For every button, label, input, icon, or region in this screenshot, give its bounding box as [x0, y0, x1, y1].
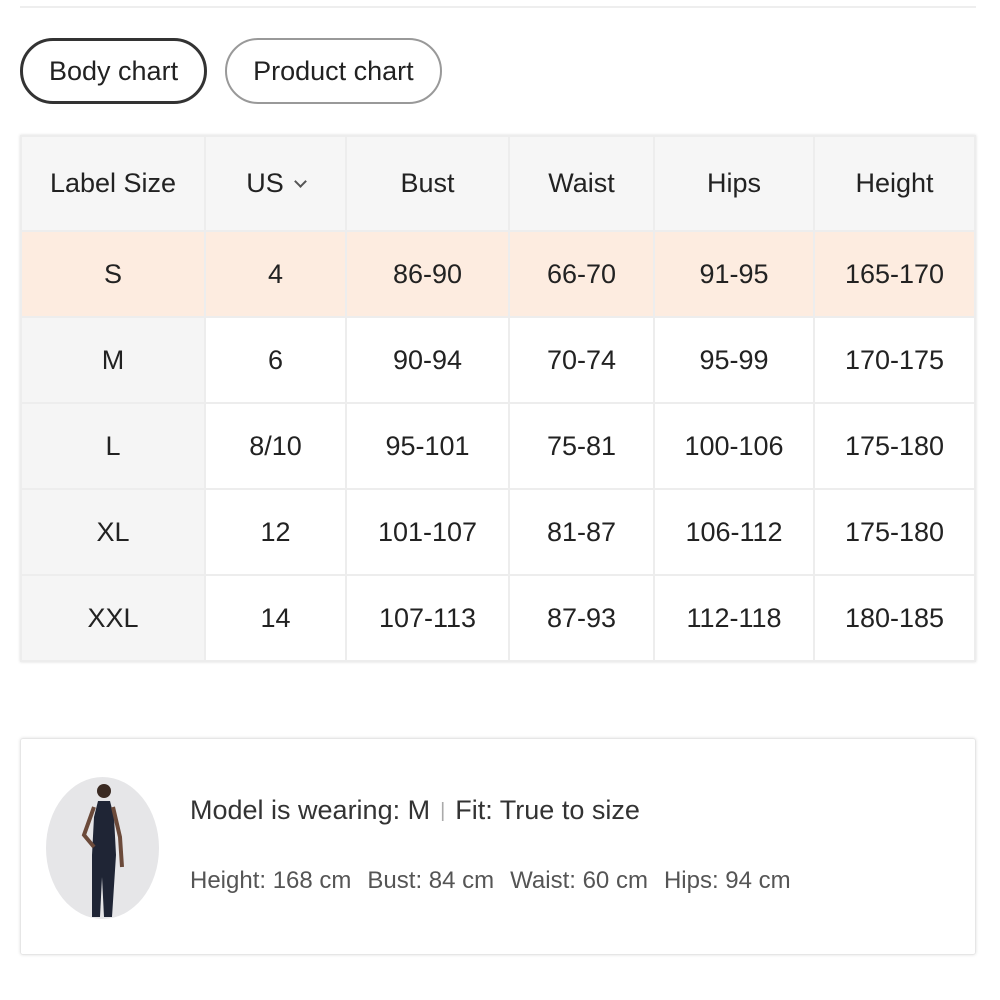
- table-cell: 91-95: [653, 230, 815, 318]
- table-cell: 86-90: [345, 230, 510, 318]
- table-row: S 4 86-90 66-70 91-95 165-170: [20, 230, 976, 318]
- table-row: XL 12 101-107 81-87 106-112 175-180: [20, 488, 976, 576]
- model-hips: Hips: 94 cm: [663, 867, 791, 894]
- chevron-down-icon: [293, 175, 307, 188]
- table-row: L 8/10 95-101 75-81 100-106 175-180: [20, 402, 976, 490]
- table-cell: S: [20, 230, 206, 318]
- model-bust: Bust: 84 cm: [367, 867, 495, 894]
- table-cell: 95-99: [653, 316, 815, 404]
- table-cell: 165-170: [813, 230, 976, 318]
- divider: [20, 6, 976, 8]
- table-cell: 101-107: [345, 488, 510, 576]
- table-cell: 12: [204, 488, 347, 576]
- table-row: XXL 14 107-113 87-93 112-118 180-185: [20, 574, 976, 662]
- table-cell: 100-106: [653, 402, 815, 490]
- table-cell: 75-81: [508, 402, 655, 490]
- table-cell: XXL: [20, 574, 206, 662]
- table-cell: 180-185: [813, 574, 976, 662]
- separator: |: [440, 800, 446, 822]
- table-cell: 66-70: [508, 230, 655, 318]
- header-hips: Hips: [653, 135, 815, 232]
- model-avatar: [46, 777, 159, 919]
- header-bust: Bust: [345, 135, 510, 232]
- model-waist: Waist: 60 cm: [510, 867, 648, 894]
- table-cell: 70-74: [508, 316, 655, 404]
- table-cell: L: [20, 402, 206, 490]
- table-cell: 107-113: [345, 574, 510, 662]
- table-cell: 175-180: [813, 488, 976, 576]
- table-row: M 6 90-94 70-74 95-99 170-175: [20, 316, 976, 404]
- table-header: Label Size US Bust Waist Hips Height: [20, 135, 976, 232]
- header-us: US: [246, 168, 284, 198]
- model-fit: Fit: True to size: [455, 795, 640, 825]
- table-cell: 8/10: [204, 402, 347, 490]
- table-cell: 14: [204, 574, 347, 662]
- table-cell: XL: [20, 488, 206, 576]
- header-label-size: Label Size: [20, 135, 206, 232]
- table-cell: 87-93: [508, 574, 655, 662]
- model-wearing: Model is wearing: M: [190, 795, 431, 825]
- tab-product-chart[interactable]: Product chart: [225, 38, 442, 104]
- header-height: Height: [813, 135, 976, 232]
- table-cell: 6: [204, 316, 347, 404]
- table-cell: 112-118: [653, 574, 815, 662]
- table-cell: 95-101: [345, 402, 510, 490]
- table-cell: M: [20, 316, 206, 404]
- tab-body-chart[interactable]: Body chart: [20, 38, 208, 104]
- table-cell: 90-94: [345, 316, 510, 404]
- table-cell: 81-87: [508, 488, 655, 576]
- table-cell: 4: [204, 230, 347, 318]
- table-cell: 175-180: [813, 402, 976, 490]
- chart-tabs: Body chart Product chart: [20, 38, 442, 104]
- model-fit-line: Model is wearing: M | Fit: True to size: [190, 795, 640, 826]
- model-measurements: Height: 168 cm Bust: 84 cm Waist: 60 cm Hip…: [190, 867, 807, 895]
- model-height: Height: 168 cm: [190, 867, 352, 894]
- unit-dropdown[interactable]: US: [204, 135, 347, 232]
- table-cell: 170-175: [813, 316, 976, 404]
- header-waist: Waist: [508, 135, 655, 232]
- model-info-card: Model is wearing: M | Fit: True to size He…: [20, 738, 976, 955]
- table-cell: 106-112: [653, 488, 815, 576]
